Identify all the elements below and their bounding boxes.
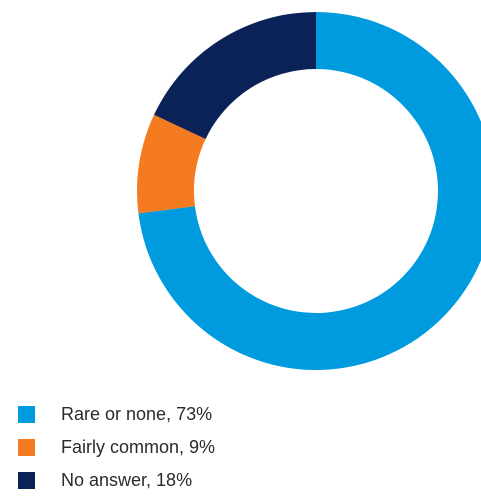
legend-item-rare-or-none: Rare or none, 73% <box>18 398 215 431</box>
slice-no-answer <box>154 12 316 140</box>
slice-fairly-common <box>137 114 206 214</box>
legend-swatch-fairly-common <box>18 439 35 456</box>
legend-label-rare-or-none: Rare or none, 73% <box>61 404 213 424</box>
legend-label-fairly-common: Fairly common, 9% <box>61 437 216 457</box>
chart-legend: Rare or none, 73% Fairly common, 9% No a… <box>18 398 215 497</box>
legend-swatch-rare-or-none <box>18 406 35 423</box>
slice-rare-or-none <box>138 12 481 370</box>
legend-item-fairly-common: Fairly common, 9% <box>18 431 215 464</box>
donut-chart <box>137 12 481 370</box>
legend-swatch-no-answer <box>18 472 35 489</box>
legend-label-no-answer: No answer, 18% <box>61 470 193 490</box>
legend-item-no-answer: No answer, 18% <box>18 464 215 497</box>
